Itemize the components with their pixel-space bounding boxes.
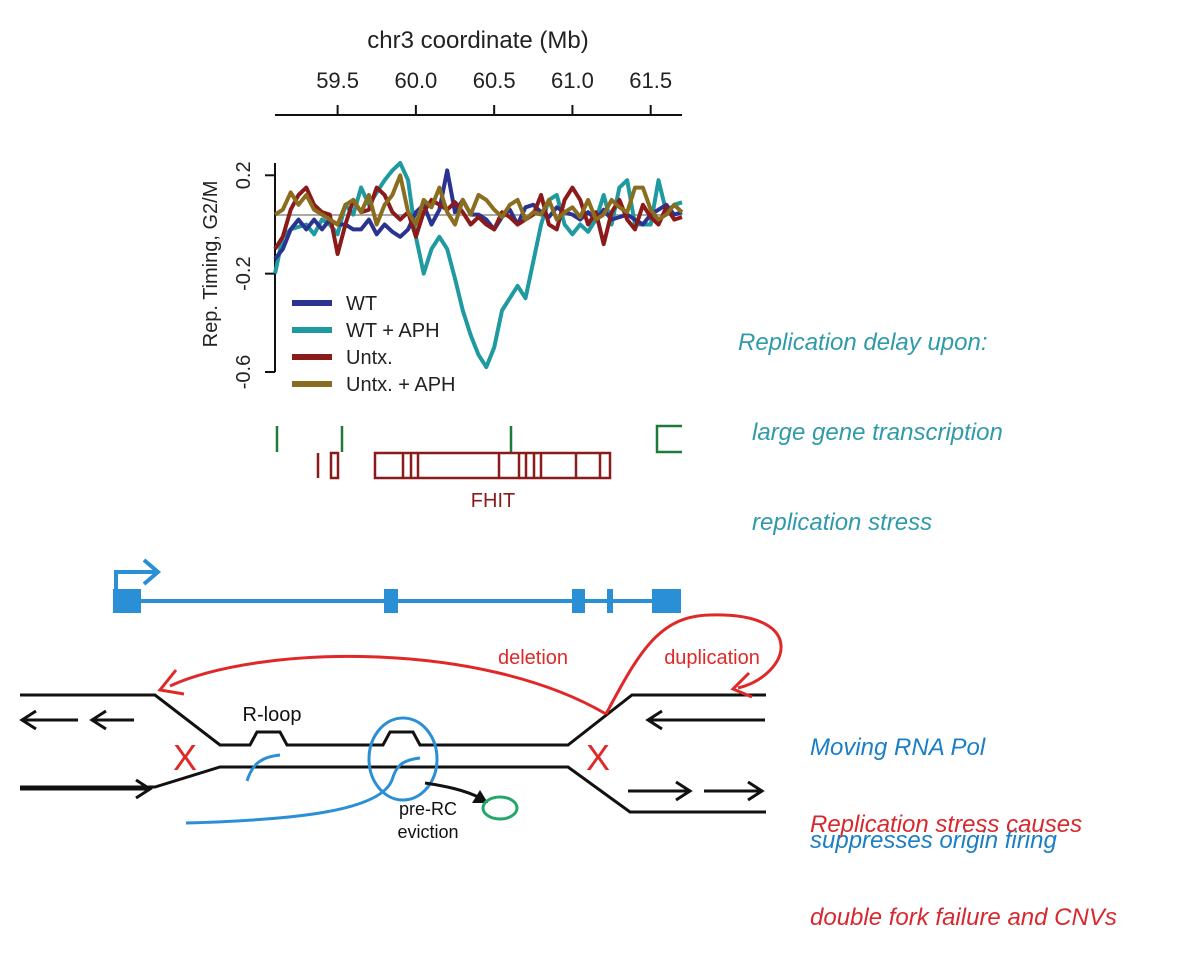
- series-line-untx: [273, 185, 683, 256]
- cnv-arrows: [157, 613, 783, 716]
- y-tick-group: 0.2 -0.2 -0.6: [233, 161, 275, 389]
- deletion-arrowhead-icon: [157, 669, 185, 696]
- genome-track: FHIT: [275, 424, 682, 512]
- series-line-untx-aph: [273, 173, 684, 227]
- replication-delay-note: Replication delay upon: large gene trans…: [738, 268, 1003, 568]
- y-tick-label: -0.2: [233, 256, 255, 290]
- exon-block-1: [113, 589, 141, 613]
- duplication-arrow: [604, 613, 783, 715]
- y-tick-label: 0.2: [233, 161, 255, 189]
- delay-note-title: Replication delay upon:: [738, 329, 988, 356]
- x-tick-group: 59.5 60.0 60.5 61.0 61.5: [316, 68, 672, 115]
- duplication-arrowhead-icon: [730, 671, 753, 699]
- legend-label-untx: Untx.: [346, 347, 393, 369]
- exon-block-5: [652, 589, 681, 613]
- duplication-label: duplication: [664, 647, 760, 669]
- deletion-label: deletion: [498, 647, 568, 669]
- pol-note-line1: Moving RNA Pol: [810, 734, 986, 761]
- top-strand-upper: [20, 693, 766, 747]
- top-strand-lower: [20, 765, 766, 814]
- deletion-arrow: [169, 654, 607, 716]
- series-lines: [273, 161, 684, 370]
- x-tick-label: 60.5: [473, 68, 516, 93]
- rna-strands: [185, 716, 439, 825]
- eviction-arrowhead: [472, 790, 488, 803]
- x-tick-label: 59.5: [316, 68, 359, 93]
- prerc-complex: [481, 795, 519, 821]
- fhit-gene-box: [373, 451, 612, 480]
- fork-failure-x-left: X: [173, 737, 197, 778]
- stress-note-line2: double fork failure and CNVs: [810, 904, 1117, 931]
- replication-diagram: [19, 693, 766, 814]
- prerc-label-line2: eviction: [397, 822, 458, 842]
- exon-block-4: [607, 589, 613, 613]
- y-tick-label: -0.6: [233, 355, 255, 389]
- legend-label-wt-aph: WT + APH: [346, 320, 440, 342]
- eviction-arrow: [424, 781, 481, 800]
- gene-model: [113, 558, 681, 613]
- fork-arrows: [20, 778, 765, 802]
- origin-mark-4: [655, 424, 682, 454]
- stress-note-line1: Replication stress causes: [810, 811, 1083, 838]
- rna-pol-note: Moving RNA Pol suppresses origin firing: [810, 670, 1057, 887]
- figure-canvas: chr3 coordinate (Mb) 59.5 60.0 60.5 61.0 61.…: [19, 27, 783, 842]
- rloop-rna: [245, 753, 281, 782]
- series-line-wt: [273, 168, 683, 261]
- pol-note-line2: suppresses origin firing: [810, 827, 1057, 854]
- stress-note: Replication stress causes double fork fa…: [810, 747, 1117, 964]
- origin-marks: [275, 424, 682, 454]
- legend: WT WT + APH Untx. Untx. + APH: [292, 293, 456, 396]
- long-rna: [185, 756, 421, 825]
- rloop-label: R-loop: [243, 704, 302, 726]
- x-tick-label: 61.5: [629, 68, 672, 93]
- rna-pol-circle: [367, 716, 439, 802]
- delay-note-line1: large gene transcription: [752, 419, 1003, 446]
- x-axis-title: chr3 coordinate (Mb): [367, 27, 588, 54]
- leftward-arrows: [19, 709, 765, 731]
- x-tick-label: 61.0: [551, 68, 594, 93]
- fhit-exons: [316, 451, 612, 480]
- legend-label-untx-aph: Untx. + APH: [346, 374, 456, 396]
- tss-arrow-icon: [114, 558, 162, 590]
- fhit-label: FHIT: [471, 490, 515, 512]
- rightward-arrows: [20, 791, 160, 792]
- fork-failure-x-right: X: [586, 737, 610, 778]
- x-tick-label: 60.0: [394, 68, 437, 93]
- replication-timing-chart: chr3 coordinate (Mb) 59.5 60.0 60.5 61.0 61.…: [200, 27, 684, 396]
- prerc-eviction: [424, 781, 519, 821]
- exon-block-3: [572, 589, 585, 613]
- delay-note-line2: replication stress: [752, 509, 933, 536]
- exon-block-2: [384, 589, 398, 613]
- y-axis-title: Rep. Timing, G2/M: [200, 181, 222, 348]
- legend-label-wt: WT: [346, 293, 377, 315]
- prerc-label-line1: pre-RC: [399, 799, 457, 819]
- exon-mark-2: [329, 451, 340, 480]
